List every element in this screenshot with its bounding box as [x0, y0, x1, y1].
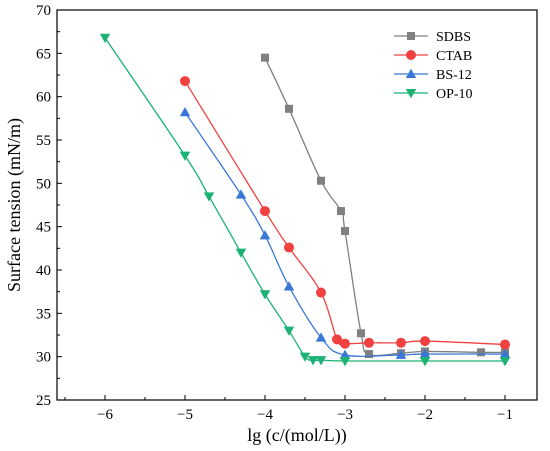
series-layer — [99, 33, 511, 367]
data-point — [283, 326, 295, 336]
series-op-10 — [99, 33, 511, 367]
legend-item: SDBS — [394, 30, 471, 45]
data-point — [180, 76, 190, 87]
x-tick-label: −3 — [337, 407, 353, 423]
data-point — [284, 242, 294, 253]
x-tick-label: −1 — [497, 407, 513, 423]
data-point — [179, 151, 191, 161]
data-point — [261, 53, 269, 62]
data-point — [477, 348, 485, 357]
data-point — [395, 349, 407, 359]
data-point — [307, 356, 319, 366]
y-tick-label: 50 — [36, 176, 51, 192]
x-tick-label: −2 — [417, 407, 433, 423]
data-point — [316, 287, 326, 298]
data-point — [499, 357, 511, 367]
data-point — [341, 227, 349, 235]
data-point — [419, 357, 431, 367]
data-point — [419, 348, 431, 359]
legend-label: OP-10 — [436, 87, 473, 102]
data-point — [203, 192, 215, 202]
y-tick-label: 25 — [36, 393, 51, 409]
data-point — [340, 338, 350, 349]
data-point — [364, 337, 374, 348]
legend-marker — [407, 32, 415, 40]
data-point — [299, 352, 311, 362]
legend-item: BS-12 — [394, 68, 472, 83]
legend-marker — [405, 89, 417, 99]
data-point — [259, 230, 271, 240]
data-point — [235, 248, 247, 258]
y-axis-title: Surface tension (mN/m) — [4, 118, 25, 292]
data-point — [315, 356, 327, 366]
x-tick-label: −5 — [177, 407, 193, 423]
x-tick-label: −6 — [97, 407, 113, 423]
data-point — [235, 189, 247, 199]
data-point — [259, 290, 271, 300]
data-point — [500, 339, 510, 350]
data-point — [285, 104, 293, 113]
y-tick-label: 70 — [36, 3, 51, 19]
legend-item: OP-10 — [394, 87, 473, 102]
legend-label: CTAB — [436, 49, 472, 64]
legend-marker — [405, 68, 417, 78]
x-axis-title: lg (c/(mol/L)) — [247, 425, 346, 446]
data-point — [283, 281, 295, 291]
series-ctab — [180, 76, 510, 350]
data-point — [339, 357, 351, 367]
legend: SDBS CTAB BS-12 OP-10 — [394, 30, 473, 102]
data-point — [396, 337, 406, 348]
series-line — [264, 57, 506, 357]
axes-layer: −6 −5 −4 −3 −2 −1 25 30 35 40 45 50 55 60 65 70 — [36, 3, 513, 423]
y-tick-label: 65 — [36, 46, 51, 62]
data-point — [499, 348, 511, 359]
data-point — [420, 336, 430, 347]
data-point — [365, 350, 373, 359]
y-tick-label: 60 — [36, 90, 51, 106]
data-point — [260, 206, 270, 217]
legend-label: SDBS — [436, 30, 471, 45]
data-point — [99, 33, 111, 43]
y-tick-label: 30 — [36, 350, 51, 366]
legend-label: BS-12 — [436, 68, 472, 83]
y-tick-label: 40 — [36, 263, 51, 279]
data-point — [339, 349, 351, 359]
y-tick-label: 45 — [36, 220, 51, 236]
series-line — [104, 37, 505, 362]
series-bs-12 — [179, 107, 511, 359]
legend-marker — [406, 50, 416, 60]
data-point — [315, 332, 327, 342]
data-point — [357, 329, 365, 338]
data-point — [317, 176, 325, 185]
data-point — [179, 107, 191, 117]
y-tick-label: 35 — [36, 306, 51, 322]
data-point — [337, 207, 345, 216]
legend-item: CTAB — [394, 49, 472, 64]
data-point — [332, 334, 342, 345]
x-tick-label: −4 — [257, 407, 273, 423]
y-tick-label: 55 — [36, 133, 51, 149]
